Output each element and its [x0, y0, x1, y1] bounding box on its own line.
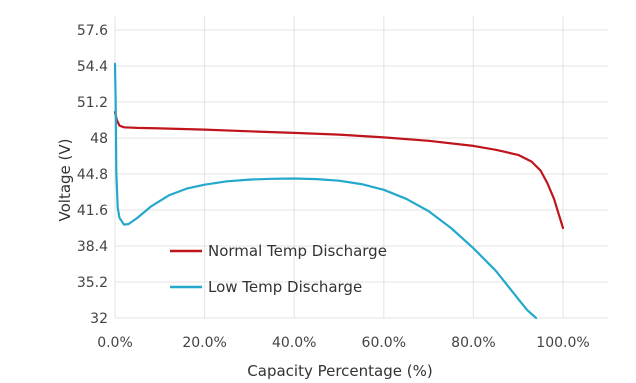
y-tick-label: 54.4	[77, 59, 108, 75]
x-tick-label: 20.0%	[182, 335, 226, 351]
x-tick-label: 60.0%	[362, 335, 406, 351]
y-axis: 32 35.2 38.4 41.6 44.8 48 51.2 54.4 57.6	[77, 23, 108, 327]
y-tick-label: 51.2	[77, 95, 108, 111]
x-axis: 0.0% 20.0% 40.0% 60.0% 80.0% 100.0%	[97, 335, 589, 351]
x-axis-label: Capacity Percentage (%)	[247, 362, 432, 380]
x-tick-label: 80.0%	[451, 335, 495, 351]
legend-item-normal-temp: Normal Temp Discharge	[170, 242, 387, 260]
x-tick-label: 0.0%	[97, 335, 133, 351]
x-tick-label: 40.0%	[272, 335, 316, 351]
legend: Normal Temp Discharge Low Temp Discharge	[170, 242, 387, 296]
series-group	[113, 62, 565, 320]
y-tick-label: 48	[90, 131, 108, 147]
grid	[114, 16, 608, 319]
normal-temp-line	[113, 111, 565, 230]
y-tick-label: 57.6	[77, 23, 108, 39]
legend-label: Normal Temp Discharge	[208, 242, 387, 260]
x-tick-label: 100.0%	[536, 335, 589, 351]
y-tick-label: 32	[90, 311, 108, 327]
low-temp-line	[113, 62, 538, 320]
y-tick-label: 44.8	[77, 167, 108, 183]
y-tick-label: 38.4	[77, 239, 108, 255]
y-tick-label: 41.6	[77, 203, 108, 219]
legend-label: Low Temp Discharge	[208, 278, 362, 296]
y-tick-label: 35.2	[77, 275, 108, 291]
legend-item-low-temp: Low Temp Discharge	[170, 278, 362, 296]
y-axis-label: Voltage (V)	[56, 139, 74, 222]
